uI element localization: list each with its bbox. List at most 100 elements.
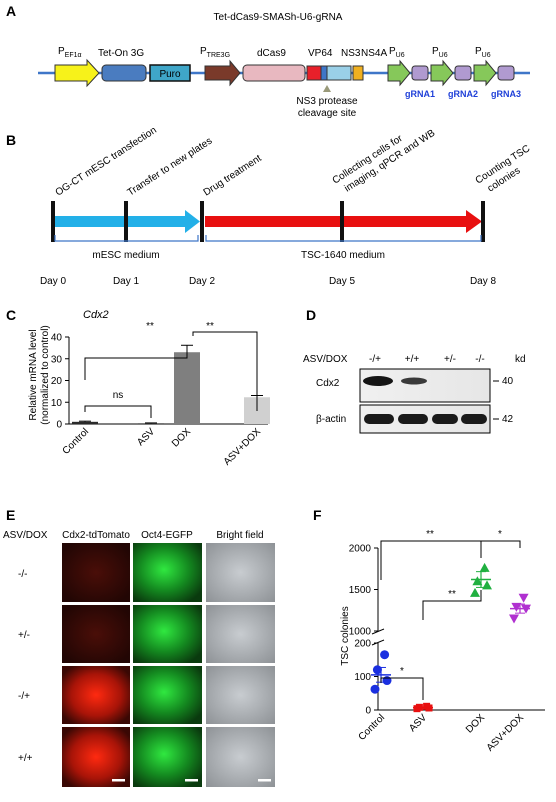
cdx2-band-lane1 bbox=[363, 376, 393, 386]
lane-label-1: -/+ bbox=[369, 354, 381, 365]
chart-c-bar bbox=[174, 352, 200, 424]
chart-f-ytick-label: 100 bbox=[354, 672, 371, 683]
cleavage-note-line2: cleavage site bbox=[298, 108, 357, 119]
sig-bracket-control-dox-f bbox=[380, 540, 482, 580]
panel-d: D ASV/DOX -/+ +/+ +/- -/- kd Cdx2 40 β-a… bbox=[303, 307, 526, 434]
scale-bar-brightfield bbox=[258, 779, 271, 782]
ns4a-label: NS4A bbox=[361, 48, 387, 59]
ns3-block bbox=[326, 65, 352, 81]
panel-b-letter: B bbox=[6, 132, 16, 148]
day2-tick bbox=[200, 201, 204, 242]
image-header-brightfield: Bright field bbox=[216, 530, 263, 541]
img-r1-egfp bbox=[133, 543, 202, 602]
img-r4-egfp bbox=[133, 727, 202, 787]
marker-42-label: 42 bbox=[502, 414, 514, 425]
day0-tick bbox=[51, 201, 55, 242]
row-label-1: -/- bbox=[18, 569, 27, 580]
day1-tick bbox=[124, 201, 128, 242]
row-label-4: +/+ bbox=[18, 753, 33, 764]
construct-title: Tet-dCas9-SMASh-U6-gRNA bbox=[214, 12, 343, 23]
chart-f-point bbox=[518, 593, 529, 603]
image-header-egfp: Oct4-EGFP bbox=[141, 530, 193, 541]
chart-c-xlabel: DOX bbox=[170, 426, 193, 449]
u6-promoter-3 bbox=[473, 59, 497, 87]
actin-band-lane3 bbox=[432, 414, 458, 424]
day8-tick bbox=[481, 201, 485, 242]
img-r2-brightfield bbox=[206, 605, 275, 663]
grna3-block bbox=[497, 65, 515, 81]
day0-label: Day 0 bbox=[40, 276, 67, 287]
img-r2-tdtomato bbox=[62, 605, 130, 663]
chart-f-points bbox=[370, 562, 531, 713]
chart-c-bar bbox=[138, 423, 164, 424]
chart-c-xlabels: Control ASV DOX ASV+DOX bbox=[61, 426, 264, 468]
img-r1-brightfield bbox=[206, 543, 275, 602]
chart-f-point bbox=[511, 602, 522, 612]
puro-block bbox=[149, 64, 191, 82]
actin-band-lane2 bbox=[398, 414, 428, 424]
img-r3-tdtomato bbox=[62, 666, 130, 724]
chart-f-xlabel: ASV bbox=[407, 712, 429, 734]
actin-band-lane1 bbox=[364, 414, 394, 424]
row-label-3: -/+ bbox=[18, 691, 30, 702]
chart-f-yticks: 1000 1500 2000 0 100 200 bbox=[349, 544, 378, 717]
cleavage-note-line1: NS3 protease bbox=[296, 96, 358, 107]
chart-c-ylabel-line1: Relative mRNA level bbox=[28, 329, 39, 420]
wb-header: ASV/DOX bbox=[303, 354, 348, 365]
panel-a: A Tet-dCas9-SMASh-U6-gRNA PEF1α Tet-On 3… bbox=[6, 3, 530, 119]
panel-a-letter: A bbox=[6, 3, 16, 19]
sig-bracket-control-dox bbox=[84, 350, 188, 380]
chart-c-ytick-label: 10 bbox=[51, 398, 63, 409]
lane-label-4: -/- bbox=[475, 354, 484, 365]
tsc-bracket bbox=[205, 235, 482, 242]
mesc-phase-bar bbox=[55, 216, 187, 227]
teton-block bbox=[101, 64, 147, 82]
actin-protein-label: β-actin bbox=[316, 414, 346, 425]
sig-bracket-dox-asvdox bbox=[192, 331, 258, 411]
chart-f-point bbox=[472, 576, 483, 586]
scale-bar-egfp bbox=[185, 779, 198, 782]
sig-f-asv-dox: ** bbox=[448, 589, 456, 600]
mesc-bracket bbox=[54, 235, 199, 242]
cdx2-band-lane2 bbox=[401, 377, 427, 385]
u6-promoter-1 bbox=[387, 59, 411, 87]
chart-c-ytick-label: 20 bbox=[51, 376, 63, 387]
day2-label: Day 2 bbox=[189, 276, 216, 287]
sig-control-dox: ** bbox=[146, 321, 154, 332]
grna1-label: gRNA1 bbox=[405, 89, 435, 99]
cdx2-blot bbox=[359, 368, 491, 403]
chart-f-point bbox=[382, 676, 392, 686]
chart-f-ytick-label: 2000 bbox=[349, 544, 372, 555]
panel-d-letter: D bbox=[306, 307, 316, 323]
day1-label: Day 1 bbox=[113, 276, 140, 287]
grna3-label: gRNA3 bbox=[491, 89, 521, 99]
chart-c-bar bbox=[72, 421, 98, 424]
chart-f-ytick-label: 0 bbox=[365, 706, 371, 717]
mesc-phase-arrowhead bbox=[185, 210, 200, 233]
img-r4-brightfield bbox=[206, 727, 275, 787]
ns4a-block bbox=[352, 65, 364, 81]
u6-label-2: PU6 bbox=[432, 46, 448, 59]
panel-e: E ASV/DOX Cdx2-tdTomato Oct4-EGFP Bright… bbox=[3, 507, 275, 787]
puro-label: Puro bbox=[159, 69, 181, 80]
panel-b: B OG-CT mESC transfection Transfer to ne… bbox=[6, 125, 532, 287]
chart-f-ytick-label: 200 bbox=[354, 639, 371, 650]
panel-e-letter: E bbox=[6, 507, 15, 523]
img-r1-tdtomato bbox=[62, 543, 130, 602]
img-r3-brightfield bbox=[206, 666, 275, 724]
chart-c-xlabel: Control bbox=[61, 426, 92, 457]
chart-c-title: Cdx2 bbox=[83, 309, 109, 321]
chart-f-point bbox=[423, 702, 431, 710]
panel-c: C Cdx2 Relative mRNA level (normalized t… bbox=[6, 307, 270, 468]
ef1a-promoter-arrow bbox=[54, 58, 100, 88]
tre3g-label: PTRE3G bbox=[200, 46, 230, 59]
u6-label-3: PU6 bbox=[475, 46, 491, 59]
dcas9-label: dCas9 bbox=[257, 48, 286, 59]
scale-bar-tdtomato bbox=[112, 779, 125, 782]
cdx2-protein-label: Cdx2 bbox=[316, 378, 340, 389]
panel-f: F TSC colonies 1000 1500 2000 0 100 200 Contr… bbox=[313, 507, 545, 754]
grna2-block bbox=[454, 65, 472, 81]
sig-bracket-control-asv-f bbox=[380, 677, 424, 700]
chart-f-ylabel: TSC colonies bbox=[340, 606, 351, 665]
